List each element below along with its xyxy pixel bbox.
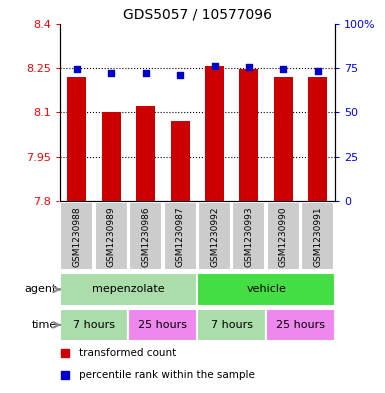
FancyBboxPatch shape: [60, 309, 129, 341]
Bar: [274, 77, 293, 201]
FancyBboxPatch shape: [197, 309, 266, 341]
Text: time: time: [32, 320, 57, 330]
FancyBboxPatch shape: [198, 202, 231, 270]
Point: [108, 70, 114, 76]
Bar: [102, 112, 121, 201]
Text: vehicle: vehicle: [246, 285, 286, 294]
Text: GSM1230990: GSM1230990: [279, 206, 288, 266]
Point: [246, 64, 252, 70]
FancyBboxPatch shape: [60, 273, 197, 306]
Point: [280, 66, 286, 72]
Bar: [136, 106, 155, 201]
Text: GSM1230989: GSM1230989: [107, 206, 116, 266]
Text: GSM1230993: GSM1230993: [244, 206, 253, 266]
Bar: [171, 121, 189, 201]
Title: GDS5057 / 10577096: GDS5057 / 10577096: [123, 7, 272, 21]
Text: 7 hours: 7 hours: [211, 320, 253, 330]
Text: mepenzolate: mepenzolate: [92, 285, 165, 294]
Text: 7 hours: 7 hours: [73, 320, 115, 330]
FancyBboxPatch shape: [197, 273, 335, 306]
Text: 25 hours: 25 hours: [138, 320, 187, 330]
FancyBboxPatch shape: [266, 309, 335, 341]
FancyBboxPatch shape: [129, 309, 197, 341]
Point: [177, 72, 183, 78]
Text: GSM1230987: GSM1230987: [176, 206, 185, 266]
Point: [315, 68, 321, 74]
FancyBboxPatch shape: [267, 202, 300, 270]
Point: [211, 63, 218, 69]
Text: GSM1230988: GSM1230988: [72, 206, 81, 266]
Point: [142, 70, 149, 76]
Text: agent: agent: [25, 285, 57, 294]
Bar: [239, 70, 258, 201]
FancyBboxPatch shape: [301, 202, 334, 270]
FancyBboxPatch shape: [60, 202, 94, 270]
Point: [74, 66, 80, 72]
Text: GSM1230986: GSM1230986: [141, 206, 150, 266]
Text: GSM1230992: GSM1230992: [210, 206, 219, 266]
Bar: [308, 77, 327, 201]
FancyBboxPatch shape: [95, 202, 128, 270]
Bar: [205, 66, 224, 201]
Bar: [67, 77, 86, 201]
Text: 25 hours: 25 hours: [276, 320, 325, 330]
FancyBboxPatch shape: [129, 202, 162, 270]
FancyBboxPatch shape: [164, 202, 197, 270]
Text: GSM1230991: GSM1230991: [313, 206, 322, 266]
Text: percentile rank within the sample: percentile rank within the sample: [79, 369, 255, 380]
FancyBboxPatch shape: [233, 202, 265, 270]
Text: transformed count: transformed count: [79, 348, 176, 358]
